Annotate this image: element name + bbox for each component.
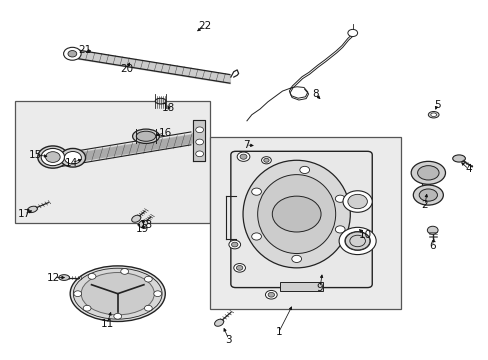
Ellipse shape [347,194,366,209]
Circle shape [74,291,81,297]
Text: 22: 22 [198,21,211,31]
Ellipse shape [60,148,85,167]
Circle shape [265,291,277,299]
Text: 16: 16 [159,128,172,138]
Text: 6: 6 [428,241,435,251]
Ellipse shape [427,112,438,118]
Circle shape [240,154,246,159]
Circle shape [144,305,152,311]
Text: 1: 1 [275,327,282,337]
Circle shape [195,127,203,133]
Ellipse shape [155,98,165,104]
Ellipse shape [452,155,465,162]
Text: 19: 19 [135,225,148,234]
Ellipse shape [38,146,68,168]
Ellipse shape [417,166,438,180]
Circle shape [228,240,240,249]
Text: 2: 2 [421,200,427,210]
Bar [15,101,210,223]
Circle shape [427,226,437,234]
Ellipse shape [73,268,162,319]
Text: 17: 17 [18,209,31,219]
Circle shape [231,242,238,247]
Ellipse shape [410,161,445,184]
Ellipse shape [64,152,81,164]
Ellipse shape [27,206,38,212]
Ellipse shape [132,129,159,143]
Ellipse shape [418,189,437,201]
Circle shape [335,226,345,233]
Text: 20: 20 [120,64,133,74]
Ellipse shape [338,227,375,255]
Polygon shape [193,121,204,161]
Text: 8: 8 [311,89,318,99]
Ellipse shape [243,160,349,268]
Circle shape [272,196,321,232]
Circle shape [195,139,203,145]
Ellipse shape [257,175,335,253]
Circle shape [263,158,268,162]
Ellipse shape [345,232,369,250]
Circle shape [68,50,77,57]
Text: 15: 15 [29,150,42,160]
Ellipse shape [81,273,154,315]
Text: 4: 4 [465,164,471,174]
Ellipse shape [136,131,156,141]
Text: 12: 12 [47,273,60,283]
Text: 5: 5 [433,100,440,110]
Bar [421,165,429,204]
Circle shape [237,152,249,161]
Ellipse shape [131,215,141,222]
Circle shape [261,157,271,164]
Ellipse shape [342,191,371,212]
Circle shape [233,264,245,272]
Circle shape [144,276,152,282]
Ellipse shape [59,275,69,280]
Circle shape [347,30,357,37]
Circle shape [251,188,261,195]
Ellipse shape [70,266,165,321]
Circle shape [154,291,161,297]
Ellipse shape [214,319,223,326]
Ellipse shape [344,231,369,250]
Circle shape [299,166,309,174]
Circle shape [121,269,128,274]
Circle shape [291,255,301,262]
Text: 11: 11 [100,319,113,329]
Text: 18: 18 [162,103,175,113]
Circle shape [335,195,345,202]
Circle shape [236,265,243,270]
Text: 3: 3 [225,334,232,345]
Ellipse shape [41,148,64,166]
Text: 21: 21 [78,45,91,55]
Circle shape [251,233,261,240]
Ellipse shape [412,185,443,205]
Ellipse shape [138,220,147,227]
Circle shape [114,314,122,319]
Text: 9: 9 [316,283,323,293]
Bar [279,282,323,291]
Text: 10: 10 [358,230,371,239]
Ellipse shape [430,113,436,117]
Text: 14: 14 [64,158,78,168]
Circle shape [267,292,274,297]
Ellipse shape [45,152,60,162]
FancyBboxPatch shape [230,151,371,288]
Circle shape [63,47,81,60]
Circle shape [195,151,203,157]
Text: 7: 7 [242,140,249,150]
Circle shape [83,305,91,311]
Circle shape [88,274,96,279]
Text: 13: 13 [139,220,152,230]
Ellipse shape [349,235,365,247]
Bar [210,137,400,309]
